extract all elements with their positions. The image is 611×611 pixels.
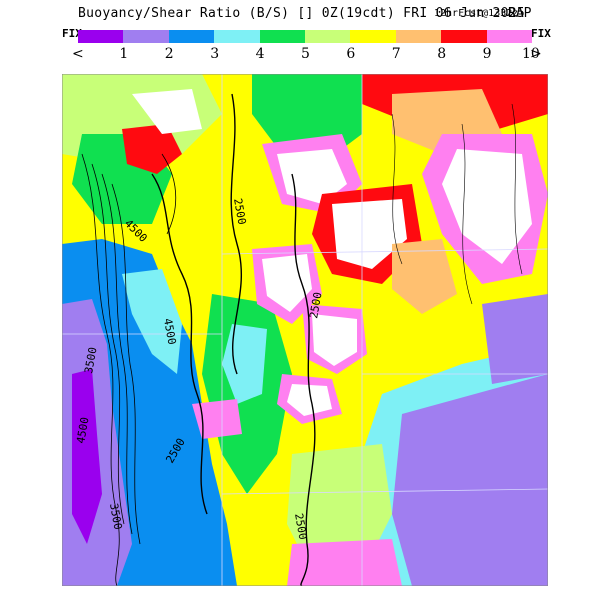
scale-tick-label: 2 <box>164 46 174 62</box>
arrow-right: > <box>530 46 542 62</box>
scale-tick-label: 4 <box>255 46 265 62</box>
contour-line <box>81 153 120 586</box>
fix-label-right: FIX <box>531 27 551 40</box>
arrow-left: < <box>72 46 84 62</box>
scale-tick-label: 3 <box>210 46 220 62</box>
scale-tick-label: 7 <box>391 46 401 62</box>
region-pink-west <box>192 399 242 439</box>
color-scale-ticks: < > 1 2 3 4 5 6 7 8 9 10 <box>70 46 542 64</box>
color-swatch <box>305 30 351 43</box>
chart-title: Buoyancy/Shear Ratio (B/S) [] 0Z(19cdt) … <box>0 6 611 24</box>
contour-line <box>230 93 243 375</box>
contour-label: 4500 <box>161 317 178 345</box>
contour-label: 4500 <box>74 416 91 444</box>
region-red-nw <box>122 124 182 174</box>
title-model: RAP <box>508 6 532 21</box>
region-white-mid3 <box>287 384 332 416</box>
contour-label: 3500 <box>82 346 99 374</box>
elevation-contours <box>81 93 523 586</box>
color-swatch <box>486 30 533 43</box>
contour-line <box>391 113 403 265</box>
region-white-mid <box>262 254 312 312</box>
contour-label: 2500 <box>292 512 309 540</box>
color-swatch <box>78 30 124 43</box>
contour-label: 2500 <box>307 291 324 319</box>
contour-line <box>291 173 316 586</box>
contour-line <box>101 173 133 535</box>
state-borders <box>62 74 548 586</box>
scale-tick-label: 8 <box>437 46 447 62</box>
color-swatch <box>441 30 487 43</box>
color-swatch <box>259 30 306 43</box>
fix-label-left: FIX <box>62 27 82 40</box>
region-orange-center <box>392 239 457 314</box>
region-purple-e <box>482 294 548 384</box>
contour-line <box>161 153 177 235</box>
color-swatch <box>214 30 260 43</box>
title-main: Buoyancy/Shear Ratio (B/S) [] 0Z(19cdt) … <box>78 6 525 21</box>
scale-tick-label: 9 <box>482 46 492 62</box>
border-line <box>221 488 548 495</box>
scale-tick-label: 6 <box>346 46 356 62</box>
region-pink-s <box>287 539 402 586</box>
color-swatch <box>350 30 396 43</box>
color-scale-bar <box>78 30 533 43</box>
scale-tick-label: 5 <box>301 46 310 62</box>
region-white-mid2 <box>312 314 357 366</box>
ratio-map: 2500 4500 4500 2500 2500 2500 3500 4500 … <box>62 74 548 586</box>
contour-line <box>461 123 473 305</box>
region-cyan-west <box>122 269 182 374</box>
region-violet-west <box>72 369 102 544</box>
scale-tick-label: 1 <box>119 46 129 62</box>
region-white-nw <box>132 89 202 134</box>
region-purple-se <box>392 374 548 586</box>
contour-label: 2500 <box>231 197 248 225</box>
contour-line <box>511 103 523 275</box>
color-swatch <box>123 30 169 43</box>
border-line <box>221 248 548 255</box>
contour-line <box>111 183 141 545</box>
color-swatch <box>395 30 442 43</box>
scale-tick-label: 10 <box>522 46 540 62</box>
title-forecast-note: 12hrFcst@1332z <box>434 8 519 19</box>
contour-label: 3500 <box>107 502 124 530</box>
contour-line <box>91 163 125 525</box>
contour-line <box>151 173 208 515</box>
color-swatch <box>168 30 215 43</box>
